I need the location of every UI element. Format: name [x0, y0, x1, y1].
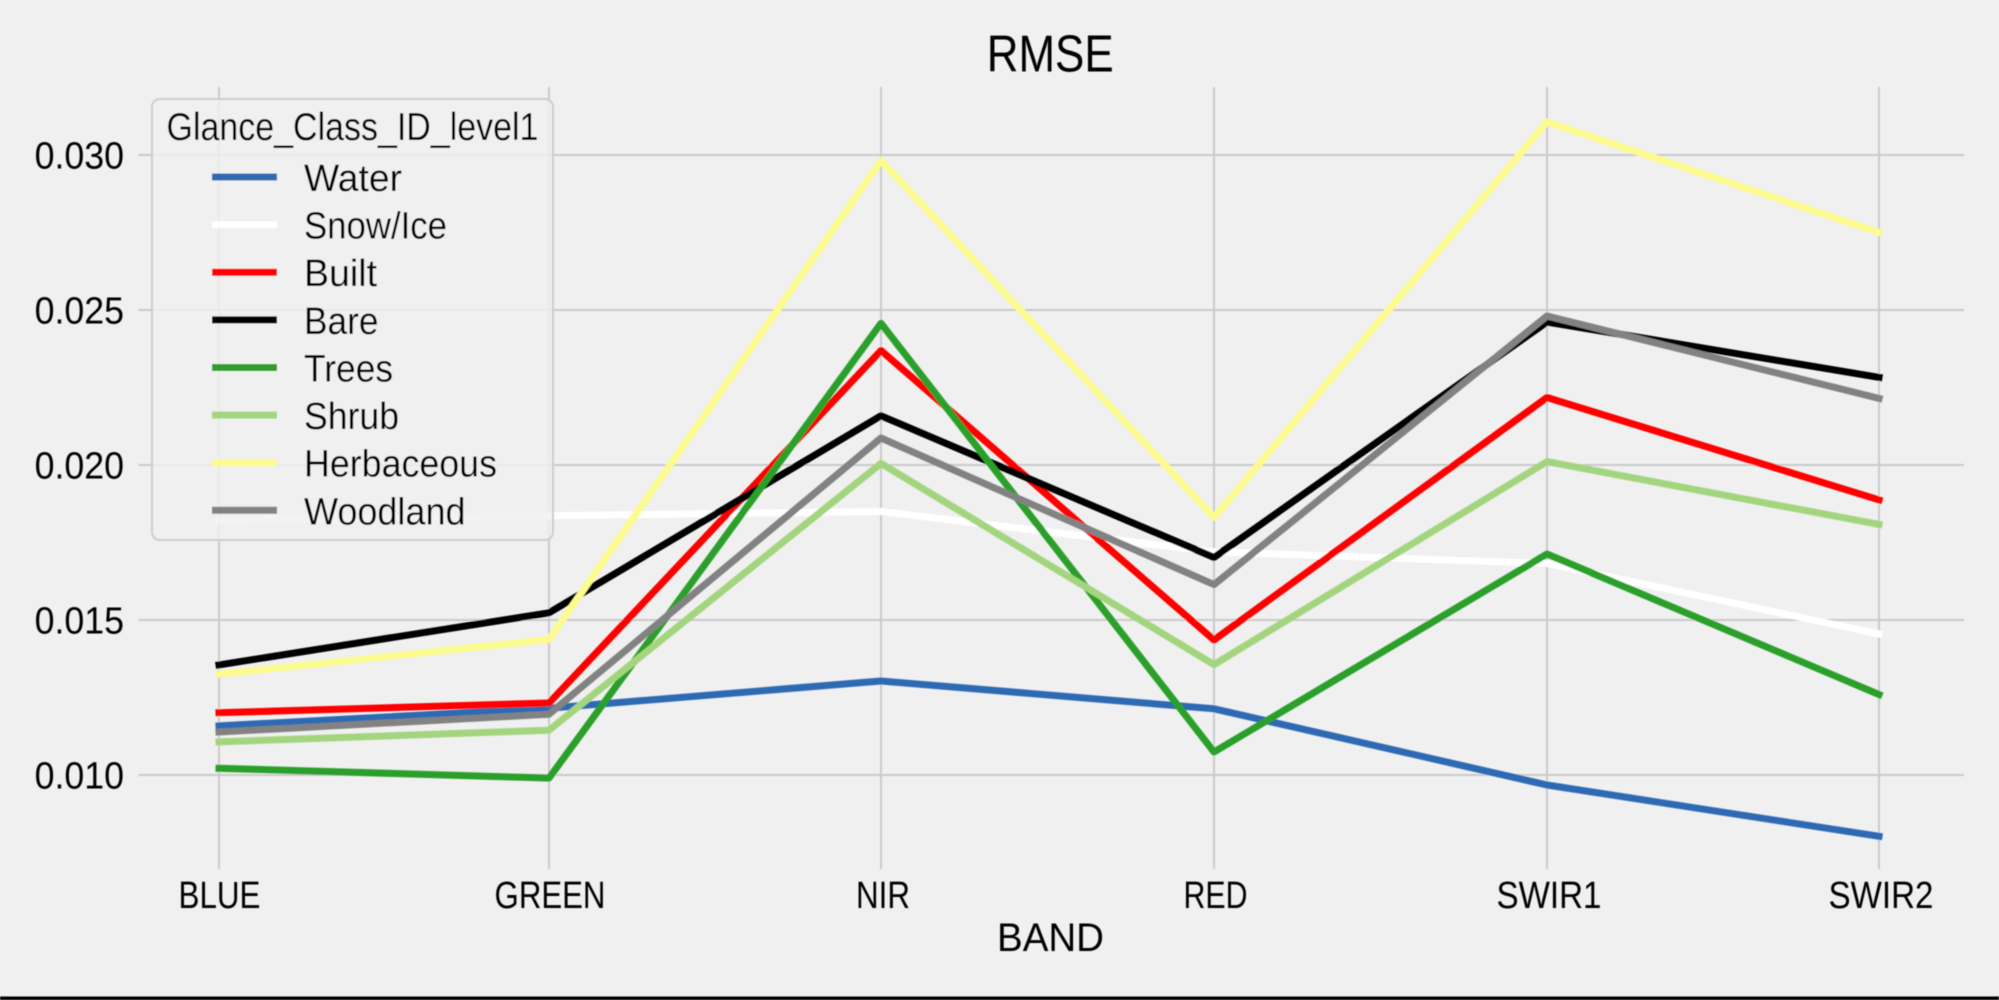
svg-text:Bare: Bare — [304, 300, 378, 343]
svg-text:GREEN: GREEN — [495, 875, 606, 917]
svg-text:Snow/Ice: Snow/Ice — [304, 204, 447, 247]
svg-text:Woodland: Woodland — [304, 489, 466, 532]
svg-text:BAND: BAND — [997, 915, 1104, 960]
svg-text:BLUE: BLUE — [179, 874, 261, 917]
svg-text:0.010: 0.010 — [35, 754, 124, 796]
svg-text:RMSE: RMSE — [987, 25, 1114, 83]
svg-text:SWIR2: SWIR2 — [1829, 874, 1934, 917]
svg-text:Trees: Trees — [304, 347, 393, 389]
svg-text:SWIR1: SWIR1 — [1497, 874, 1602, 917]
svg-text:Built: Built — [304, 253, 378, 295]
svg-text:Glance_Class_ID_level1: Glance_Class_ID_level1 — [167, 105, 539, 149]
svg-text:0.015: 0.015 — [35, 599, 124, 641]
svg-text:Water: Water — [304, 157, 402, 199]
svg-text:NIR: NIR — [856, 874, 910, 917]
svg-text:0.030: 0.030 — [35, 134, 124, 176]
svg-text:0.020: 0.020 — [35, 444, 124, 486]
svg-text:Shrub: Shrub — [304, 395, 399, 437]
svg-text:0.025: 0.025 — [35, 289, 124, 331]
svg-text:Herbaceous: Herbaceous — [304, 443, 497, 485]
svg-text:RED: RED — [1184, 875, 1248, 917]
